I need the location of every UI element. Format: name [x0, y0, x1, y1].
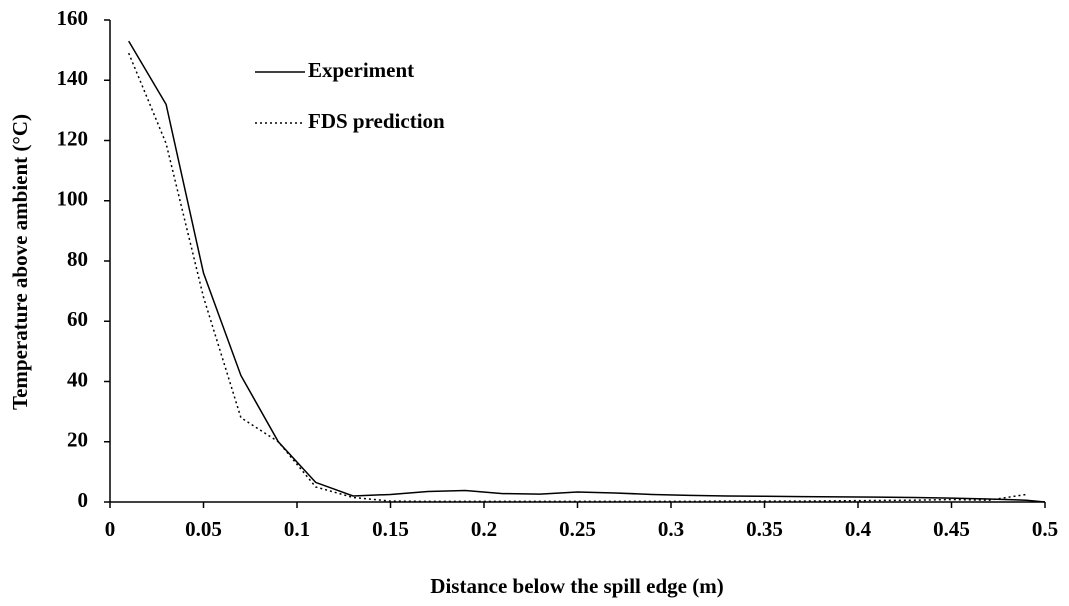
legend-label: Experiment	[308, 58, 414, 82]
x-tick-label: 0.25	[559, 517, 596, 541]
y-tick-label: 100	[57, 187, 89, 211]
y-tick-label: 40	[67, 367, 88, 391]
x-tick-label: 0.4	[845, 517, 872, 541]
x-tick-label: 0.45	[933, 517, 970, 541]
legend-label: FDS prediction	[308, 109, 445, 133]
y-tick-label: 160	[57, 6, 89, 30]
y-tick-label: 60	[67, 307, 88, 331]
x-tick-label: 0.15	[372, 517, 409, 541]
x-tick-label: 0.1	[284, 517, 310, 541]
y-tick-label: 120	[57, 126, 89, 150]
series-line	[128, 40, 1046, 503]
x-tick-label: 0.5	[1032, 517, 1058, 541]
y-tick-label: 20	[67, 428, 88, 452]
y-tick-label: 80	[67, 247, 88, 271]
x-tick-label: 0.05	[185, 517, 222, 541]
x-tick-label: 0.2	[471, 517, 497, 541]
y-axis-title: Temperature above ambient (°C)	[8, 114, 32, 410]
x-axis-title: Distance below the spill edge (m)	[430, 574, 723, 598]
x-tick-label: 0.35	[746, 517, 783, 541]
x-tick-label: 0	[105, 517, 116, 541]
y-tick-label: 140	[57, 66, 89, 90]
y-tick-label: 0	[78, 488, 89, 512]
x-tick-label: 0.3	[658, 517, 684, 541]
series-line	[128, 52, 1027, 503]
